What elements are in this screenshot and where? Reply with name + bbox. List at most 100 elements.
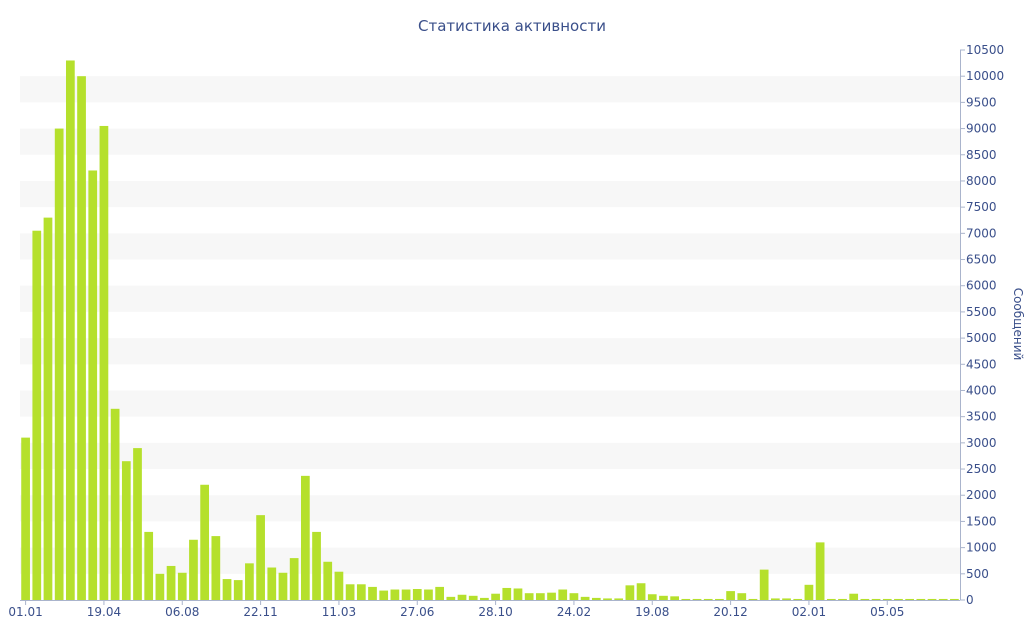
bar — [379, 590, 389, 600]
bar — [647, 594, 657, 600]
bar — [535, 593, 545, 600]
bar — [580, 596, 590, 600]
bar — [133, 448, 142, 600]
bar — [300, 475, 310, 600]
bar — [468, 595, 478, 600]
y-tick-label: 4500 — [966, 357, 997, 371]
y-tick-label: 1000 — [966, 541, 997, 555]
bar — [65, 60, 75, 601]
y-tick-label: 6000 — [966, 279, 997, 293]
bar — [54, 128, 64, 600]
bar — [894, 598, 903, 600]
y-tick-label: 5500 — [966, 305, 997, 319]
bar — [32, 230, 42, 600]
bar — [177, 572, 187, 600]
y-tick-label: 10500 — [966, 43, 1004, 57]
bar — [256, 515, 265, 600]
bar — [278, 572, 288, 600]
bar — [334, 571, 344, 600]
bar — [513, 588, 523, 600]
bar — [43, 217, 53, 600]
bar — [155, 573, 165, 600]
bar — [692, 598, 702, 600]
grid-band — [20, 76, 960, 103]
bar — [625, 585, 635, 600]
bar — [938, 598, 948, 600]
x-tick-label: 20.12 — [713, 605, 747, 619]
bar — [368, 586, 377, 600]
bar — [412, 589, 422, 600]
bar — [603, 598, 612, 600]
y-tick-label: 500 — [966, 567, 989, 581]
bar — [782, 598, 791, 600]
bar — [950, 598, 959, 600]
bar — [502, 587, 512, 600]
grid-band — [20, 285, 960, 312]
y-tick-label: 7500 — [966, 200, 997, 214]
bar — [424, 589, 433, 600]
bar — [916, 598, 926, 600]
x-tick-label: 11.03 — [322, 605, 356, 619]
bar — [826, 598, 836, 600]
bar — [591, 597, 601, 600]
x-tick-label: 02.01 — [792, 605, 826, 619]
grid-band — [20, 338, 960, 365]
bar — [21, 437, 30, 600]
bar — [927, 598, 937, 600]
bar — [345, 584, 355, 600]
bar — [681, 598, 691, 600]
bar — [233, 580, 243, 600]
bar — [110, 408, 120, 600]
x-tick-label: 05.05 — [870, 605, 904, 619]
bar — [547, 592, 556, 600]
y-tick-label: 8500 — [966, 148, 997, 162]
bar — [289, 558, 299, 600]
bar — [882, 598, 892, 600]
bar — [793, 598, 803, 600]
bar — [871, 598, 881, 600]
bar — [480, 597, 489, 600]
x-tick-label: 24.02 — [557, 605, 591, 619]
bar — [569, 593, 579, 600]
grid-band — [20, 547, 960, 574]
bar — [323, 561, 333, 600]
grid-bands — [20, 76, 960, 574]
bar — [614, 598, 624, 600]
bar — [815, 542, 825, 600]
bar — [860, 598, 870, 600]
bar — [748, 598, 758, 600]
bar — [737, 593, 747, 600]
bar — [99, 125, 109, 600]
bar — [312, 531, 321, 600]
bar — [770, 598, 780, 600]
y-axis-title: Сообщений — [1011, 288, 1024, 361]
bar — [524, 593, 534, 600]
bar — [88, 170, 98, 601]
y-axis-ticks: 0 500 1000 1500 2000 2500 3000 3500 4000 4500 5000… — [960, 43, 1004, 607]
grid-band — [20, 233, 960, 260]
bar — [457, 594, 467, 600]
y-tick-label: 9500 — [966, 95, 997, 109]
bar — [356, 584, 366, 600]
y-tick-label: 5000 — [966, 331, 997, 345]
y-tick-label: 9000 — [966, 122, 997, 136]
y-tick-label: 0 — [966, 593, 974, 607]
bar — [222, 579, 232, 600]
bar — [77, 76, 86, 600]
x-axis-ticks: 01.01 19.04 06.08 22.11 11.03 27.06 28.10 24.02… — [8, 600, 904, 619]
x-tick-label: 19.08 — [635, 605, 669, 619]
y-tick-label: 4000 — [966, 383, 997, 397]
bar — [189, 539, 198, 600]
x-tick-label: 06.08 — [165, 605, 199, 619]
grid-band — [20, 495, 960, 522]
y-tick-label: 10000 — [966, 69, 1004, 83]
bar — [726, 591, 735, 600]
bar — [558, 589, 568, 600]
x-tick-label: 01.01 — [8, 605, 42, 619]
bar — [715, 598, 724, 600]
bar — [390, 589, 400, 600]
bar — [267, 567, 277, 600]
y-tick-label: 3500 — [966, 410, 997, 424]
